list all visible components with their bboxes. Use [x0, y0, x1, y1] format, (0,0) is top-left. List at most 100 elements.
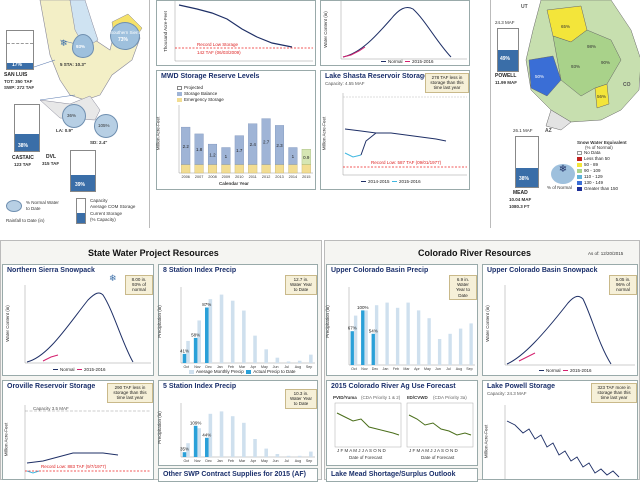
mead-elevation: 1080.3 FT	[509, 204, 530, 209]
precip5-pct-label: 44%	[202, 432, 211, 437]
southern-sierra-drop	[110, 22, 140, 50]
snowflake-badge-icon: ❄	[551, 164, 575, 184]
la-rain-drop	[62, 104, 86, 128]
ucb-x-tick: Dec	[372, 367, 379, 371]
precip5-title: 5 Station Index Precip	[163, 383, 237, 390]
mwd-legend: Projected Storage Balance Emergency Stor…	[177, 85, 224, 103]
precip5-x-tick: Jul	[284, 459, 289, 463]
mwd-x-tick: 2007	[195, 175, 203, 179]
precip8-avg-bar	[297, 360, 302, 363]
snow-badge-label: % of Normal	[547, 185, 572, 190]
legend-emergency-storage: Emergency Storage	[184, 97, 224, 102]
san-luis-name: SAN LUIS	[4, 72, 28, 78]
mwd-bar-label: 1	[225, 154, 228, 159]
precip8-avg-bar	[186, 340, 190, 363]
mwd-bar	[288, 147, 298, 165]
precip8-avg-bar	[242, 310, 246, 363]
powell-value: 11.99 MAF	[495, 80, 518, 85]
mead-pct: 38%	[519, 176, 530, 182]
mead-capacity: 26.1 MAF	[513, 128, 533, 133]
ucb-precip-ylabel: Precipitation (in)	[324, 305, 330, 338]
precip8-actual-bar	[182, 353, 187, 363]
mwd-x-tick: 2011	[249, 175, 257, 179]
top-right-map-panel: UT CO AZ 65% 98% 93% 90% 50% 56% 24.3 MA…	[490, 0, 640, 228]
record-low-label: Record Low Storage	[197, 42, 239, 47]
powell-name: POWELL	[495, 73, 517, 79]
precip8-x-tick: Dec	[205, 365, 212, 369]
precip8-note: 12.7 in. Water Year to Date	[285, 275, 317, 295]
precip5-x-tick: May	[261, 459, 268, 463]
precip8-x-tick: Jun	[273, 365, 279, 369]
precip8-x-tick: Mar	[239, 365, 246, 369]
powell-storage-note: 323 TAF more in storage than this time l…	[591, 383, 637, 403]
storage-ylabel: Thousand Acre-Feet	[162, 11, 168, 52]
snow-item-nodata: No Data	[584, 150, 601, 155]
ucb-snow-note: 5.05 in. 96% of normal	[609, 275, 637, 295]
precip8-x-tick: Apr	[250, 365, 256, 369]
snow-item-lt50: Less than 50	[584, 156, 610, 161]
mead-outlook-title: Lake Mead Shortage/Surplus Outlook	[331, 471, 456, 478]
map-legend: % Normal Water to Date Rainfall to Date …	[4, 198, 144, 226]
shasta-legend: 2014-2015 2015-2016	[361, 179, 421, 185]
precip5-note: 10.3 in. Water Year to Date	[285, 389, 317, 409]
state-ut: UT	[521, 4, 528, 10]
state-co: CO	[623, 82, 631, 88]
san-luis-pct: 17%	[12, 62, 23, 68]
basin-pct-3: 93%	[571, 64, 581, 69]
mwd-bar-chart: 2.2 2006 1.8 2007 1.2 2008 1 2009 1.7 2010 2.4 2011…	[178, 105, 313, 179]
mwd-bar-label: 2.4	[250, 142, 257, 147]
castaic-name: CASTAIC	[12, 155, 34, 161]
la-rain-pct: 36%	[67, 113, 77, 118]
storage-line-chart	[174, 1, 313, 62]
powell-storage-ylabel: Million Acre-Feet	[483, 424, 489, 459]
ucb-snow-ylabel: Water Content (in)	[484, 305, 490, 342]
ucb-avg-bar	[385, 302, 389, 365]
ucb-x-tick: Jun	[435, 367, 441, 371]
mwd-bar-label: 1.8	[196, 147, 203, 152]
oroville-title: Oroville Reservoir Storage	[7, 383, 96, 390]
castaic-pct: 38%	[18, 143, 29, 149]
legend-avg-storage: Average COM Storage	[90, 204, 136, 209]
storage-chart-panel: Thousand Acre-Feet Record Low Storage 14…	[156, 0, 316, 66]
ag-use-charts	[334, 402, 474, 448]
precip-ylabel: Water Content (in)	[322, 11, 328, 48]
precip5-actual-bar	[193, 425, 198, 457]
mwd-x-tick: 2008	[208, 175, 216, 179]
la-rain-label: LA: 0.9"	[56, 128, 74, 133]
precip5-pct-label: 35%	[180, 447, 189, 452]
precip8-avg-bar	[197, 320, 201, 363]
ucb-x-tick: Sep	[466, 367, 472, 371]
legend-normal-2: Normal	[60, 367, 75, 372]
basin-pct-4: 90%	[601, 60, 611, 65]
precip8-actual-bar	[193, 337, 198, 363]
sd-rain-pct: 105%	[98, 123, 110, 128]
precip8-title: 8 Station Index Precip	[163, 267, 237, 274]
n-sierra-title: Northern Sierra Snowpack	[7, 267, 95, 274]
legend-storage-balance: Storage Balance	[184, 91, 218, 96]
five-sta-label: 5 STA: 10.3"	[60, 62, 87, 67]
mwd-bar-label: 1.7	[236, 148, 243, 153]
legend-capacity: Capacity	[90, 198, 108, 203]
legend-pct-capacity: (% Capacity)	[90, 217, 116, 222]
oroville-ylabel: Million Acre-Feet	[3, 422, 9, 457]
powell-storage-chart	[504, 405, 620, 479]
mwd-bar	[234, 135, 244, 165]
ucb-actual-bar	[350, 331, 354, 365]
precip5-avg-bar	[264, 448, 268, 457]
ag-use-title: 2015 Colorado River Ag Use Forecast	[331, 383, 456, 390]
oroville-record: Record Low: 883 TAF (9/7/1977)	[41, 464, 107, 469]
precip5-avg-bar	[242, 422, 246, 457]
ucb-x-tick: Jan	[383, 367, 389, 371]
mwd-bar-label: 2.7	[263, 140, 270, 145]
precip5-avg-bar	[309, 451, 313, 457]
snow-item-90-109: 90 - 109	[584, 168, 601, 173]
precip8-panel: 8 Station Index Precip 12.7 in. Water Ye…	[157, 264, 318, 376]
mwd-emergency-bar	[221, 164, 231, 174]
precip5-avg-bar	[253, 439, 257, 457]
powell-capacity: 24.3 MAF	[495, 20, 515, 25]
dvl-tank	[70, 150, 96, 192]
precip5-avg-bar	[197, 428, 201, 457]
oroville-chart	[24, 405, 151, 479]
castaic-value: 123 TAF	[14, 162, 32, 167]
precip5-actual-bar	[205, 437, 209, 457]
